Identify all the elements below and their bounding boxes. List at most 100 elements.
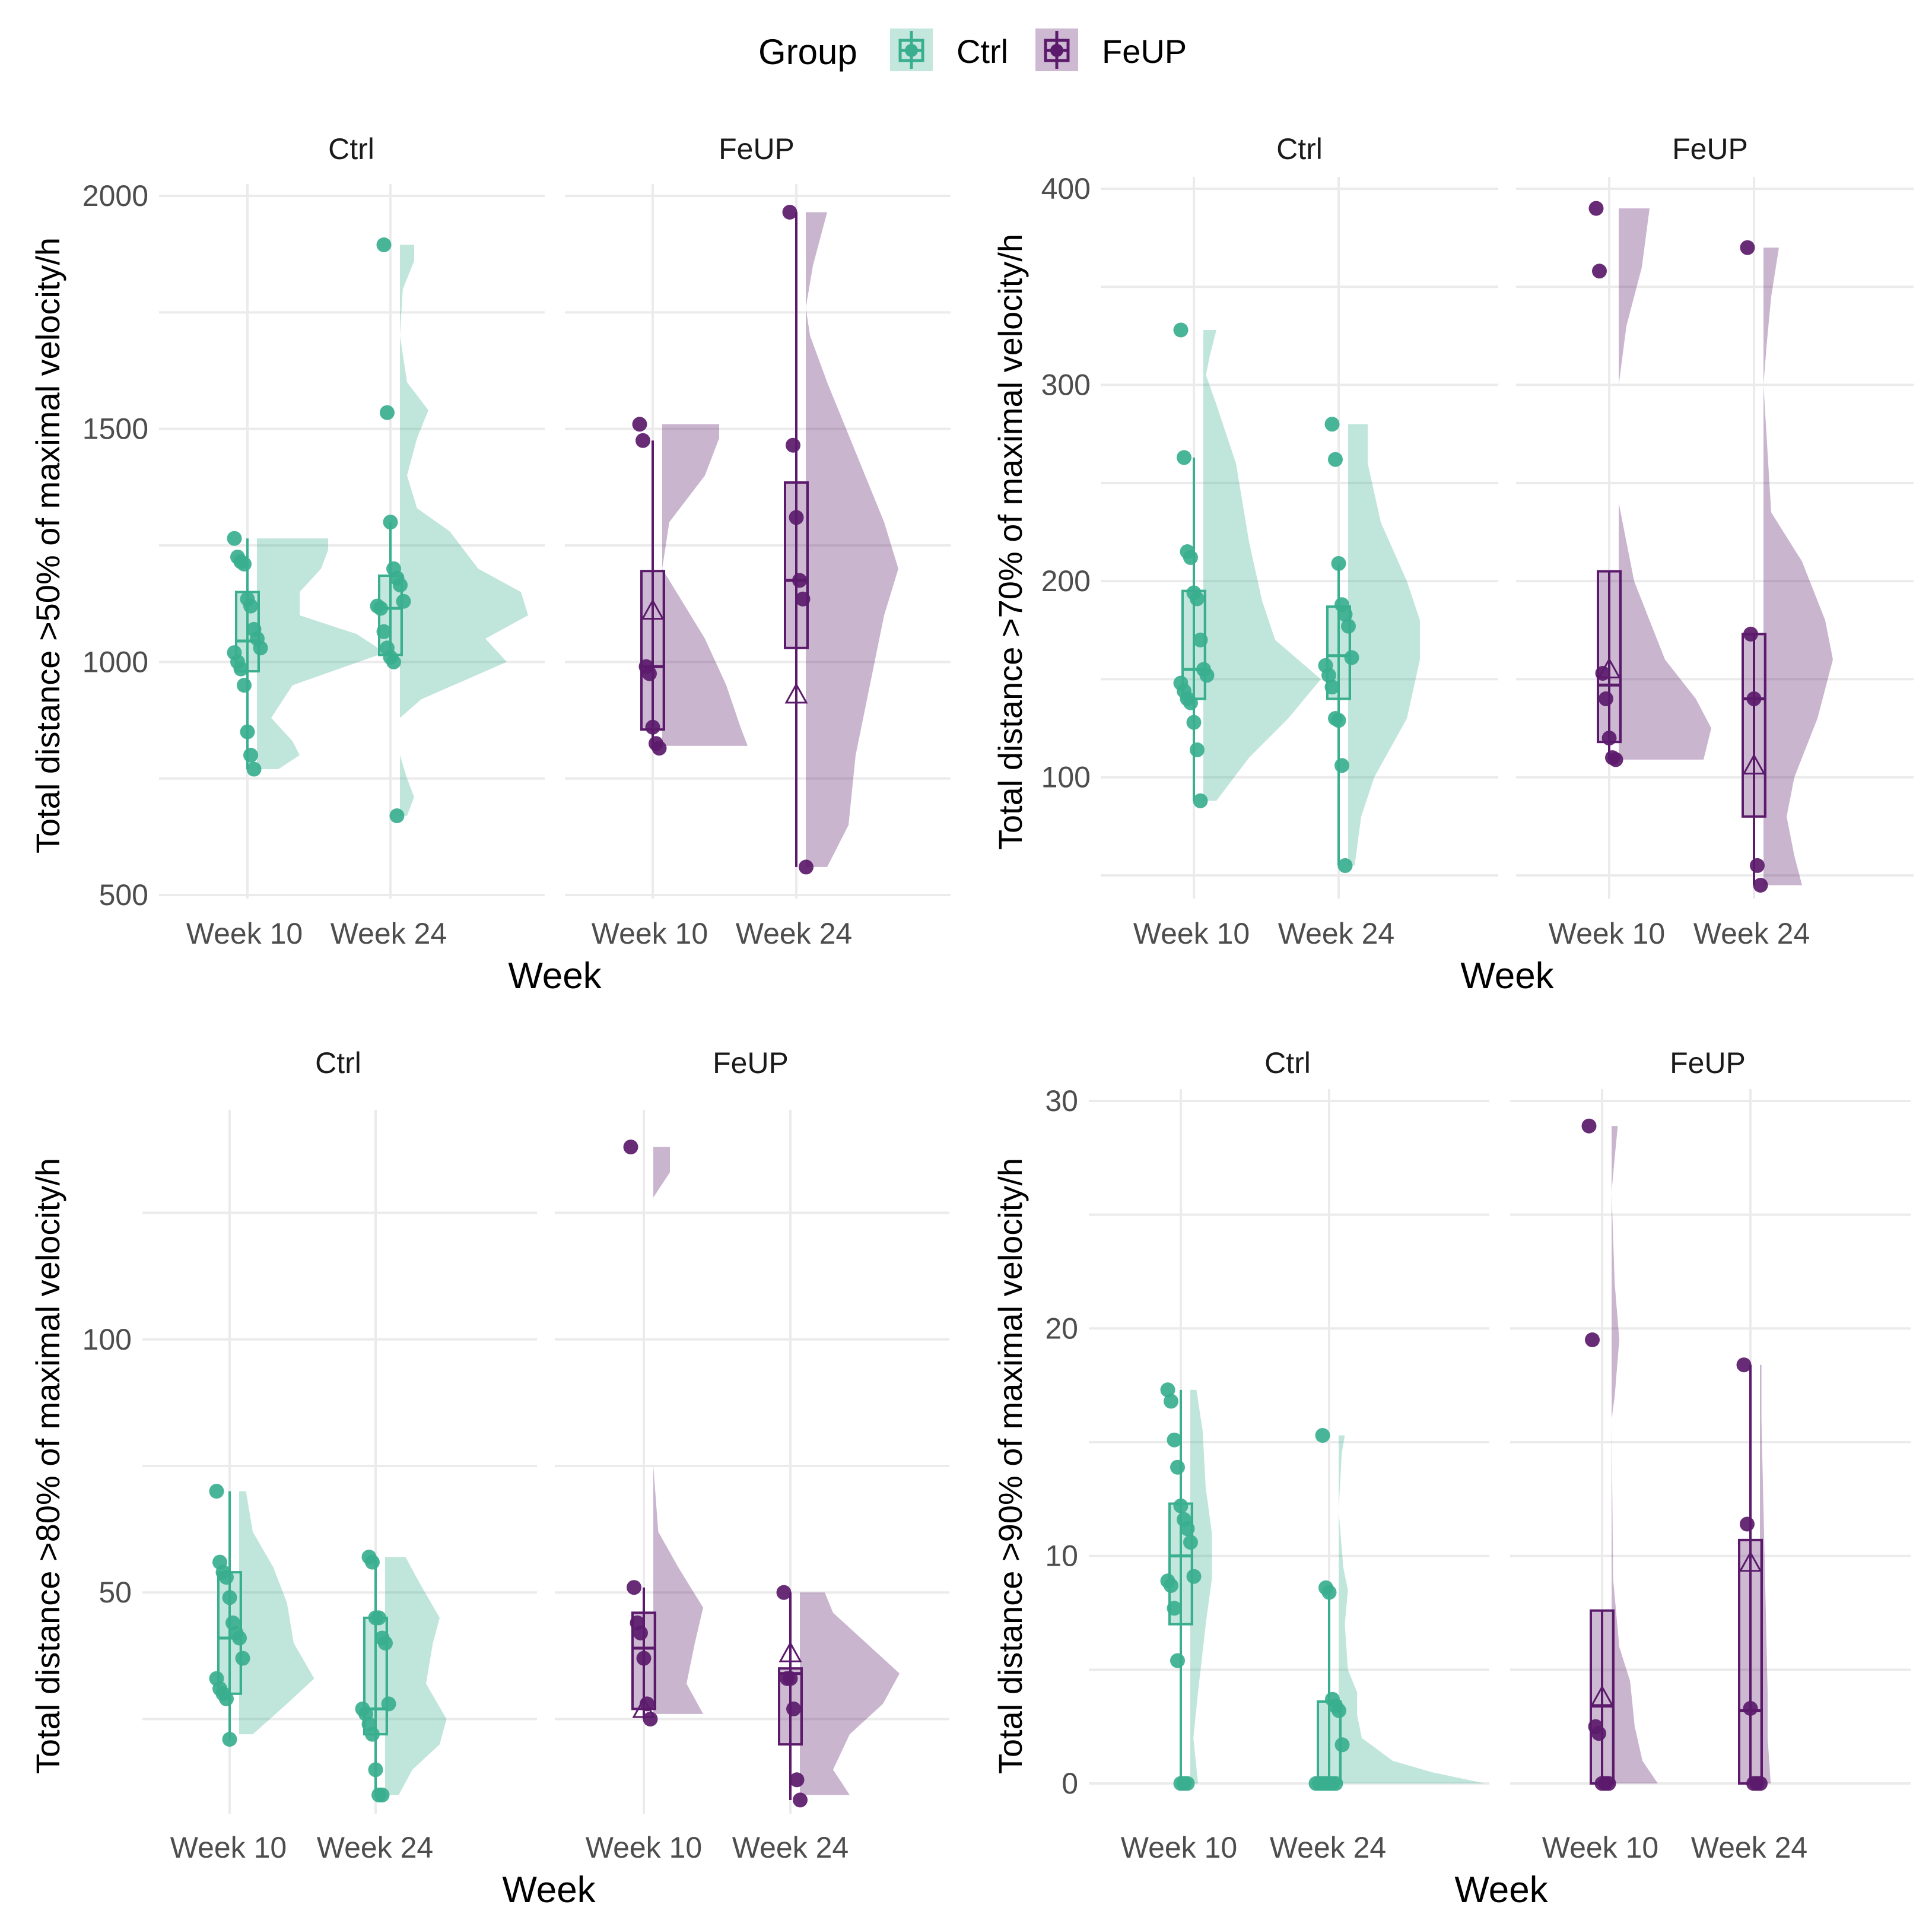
data-point (243, 598, 258, 614)
density-cloud (257, 538, 385, 769)
box (640, 570, 665, 731)
data-point (371, 1610, 386, 1626)
data-point (374, 1787, 390, 1802)
density-cloud (1190, 1389, 1212, 1783)
data-point (652, 741, 667, 756)
data-point (1750, 858, 1765, 873)
data-point (1180, 1521, 1195, 1537)
y-axis-title: Total distance >50% of maximal velocity/… (29, 237, 66, 853)
data-point (222, 1590, 237, 1605)
chart-p50: Ctrl FeUP 500 1000 1500 2000 Week 10 Week 2… (29, 132, 951, 996)
mean-marker (784, 683, 808, 704)
strip-title: FeUP (713, 1046, 789, 1080)
density-cloud (239, 1491, 314, 1735)
x-tick-label: Week 10 (1549, 917, 1665, 950)
panel (555, 1110, 949, 1814)
y-tick-label: 50 (98, 1576, 132, 1609)
data-point (380, 405, 395, 420)
x-tick-label: Week 24 (1278, 917, 1394, 950)
legend-label-ctrl: Ctrl (957, 33, 1008, 70)
data-point (1160, 1382, 1175, 1398)
data-point (799, 859, 814, 875)
data-point (1328, 452, 1343, 467)
data-point (1592, 264, 1607, 279)
strip-title: FeUP (1670, 1046, 1746, 1080)
x-tick-label: Week 24 (1691, 1831, 1807, 1864)
panel (1510, 1089, 1911, 1791)
data-point (1173, 322, 1189, 338)
data-point (645, 719, 660, 735)
data-point (383, 515, 398, 530)
legend: Group Ctrl FeUP (758, 28, 1187, 72)
data-point (1334, 758, 1349, 773)
data-point (1183, 695, 1198, 710)
data-point (792, 573, 807, 588)
data-point (1164, 1394, 1178, 1409)
strip-title: Ctrl (315, 1046, 361, 1080)
data-point (793, 1792, 808, 1808)
y-tick-label: 0 (1062, 1767, 1078, 1800)
y-tick-label: 100 (1041, 761, 1091, 794)
data-point (393, 577, 408, 593)
data-point (1344, 650, 1359, 665)
strip-title: FeUP (719, 132, 795, 166)
data-point (219, 1691, 234, 1706)
x-tick-label: Week 24 (1693, 917, 1810, 950)
data-point (783, 1671, 798, 1686)
data-point (1599, 691, 1613, 706)
data-point (396, 593, 411, 609)
y-tick-label: 1000 (82, 645, 148, 678)
data-point (1337, 858, 1353, 873)
data-point (240, 724, 255, 739)
data-point (368, 1762, 383, 1778)
data-point (1324, 680, 1340, 695)
chart-p90: Ctrl FeUP 0 10 20 30 Week 10 Week 24 Week 1… (992, 1046, 1911, 1910)
y-tick-label: 1500 (82, 412, 148, 446)
box (1590, 1609, 1615, 1785)
panel (159, 184, 545, 899)
data-point (1740, 240, 1755, 255)
density-cloud (400, 245, 528, 816)
data-point (1753, 878, 1768, 893)
y-tick-label: 500 (99, 878, 148, 912)
density-cloud (1612, 1126, 1658, 1783)
data-point (243, 747, 258, 763)
panel (1101, 177, 1498, 899)
y-tick-label: 2000 (82, 179, 148, 212)
box (1597, 570, 1622, 744)
mean-marker (1739, 1551, 1762, 1572)
data-point (1753, 1776, 1768, 1791)
data-point (1601, 731, 1617, 746)
data-point (386, 654, 401, 669)
data-point (795, 591, 811, 607)
y-axis-title: Total distance >80% of maximal velocity/… (29, 1158, 66, 1774)
density-cloud (662, 424, 748, 746)
density-cloud (1203, 330, 1321, 801)
x-tick-label: Week 10 (170, 1831, 287, 1864)
legend-key-ctrl (890, 28, 933, 71)
x-axis-title: Week (1460, 956, 1554, 996)
panel (1516, 177, 1914, 899)
legend-key-feup (1035, 28, 1078, 71)
data-point (640, 1696, 654, 1712)
y-axis-title: Total distance >70% of maximal velocity/… (992, 234, 1029, 850)
data-point (1190, 591, 1205, 607)
density-cloud (1619, 208, 1711, 760)
strip-title: Ctrl (328, 132, 374, 166)
data-point (1183, 1535, 1198, 1550)
data-point (1321, 1585, 1337, 1600)
data-point (376, 624, 392, 639)
data-point (1331, 556, 1346, 571)
y-tick-label: 10 (1045, 1540, 1078, 1573)
chart-p70: Ctrl FeUP 100 200 300 400 Week 10 Week 24 W… (992, 132, 1914, 996)
data-point (222, 1732, 237, 1747)
data-point (627, 1580, 641, 1595)
data-point (1581, 1118, 1597, 1134)
data-point (1341, 618, 1356, 634)
x-tick-label: Week 10 (586, 1831, 702, 1864)
data-point (636, 1651, 652, 1666)
x-tick-label: Week 10 (1542, 1831, 1658, 1864)
data-point (1324, 417, 1340, 432)
strip-title: Ctrl (1276, 132, 1323, 166)
x-tick-label: Week 24 (331, 917, 447, 950)
